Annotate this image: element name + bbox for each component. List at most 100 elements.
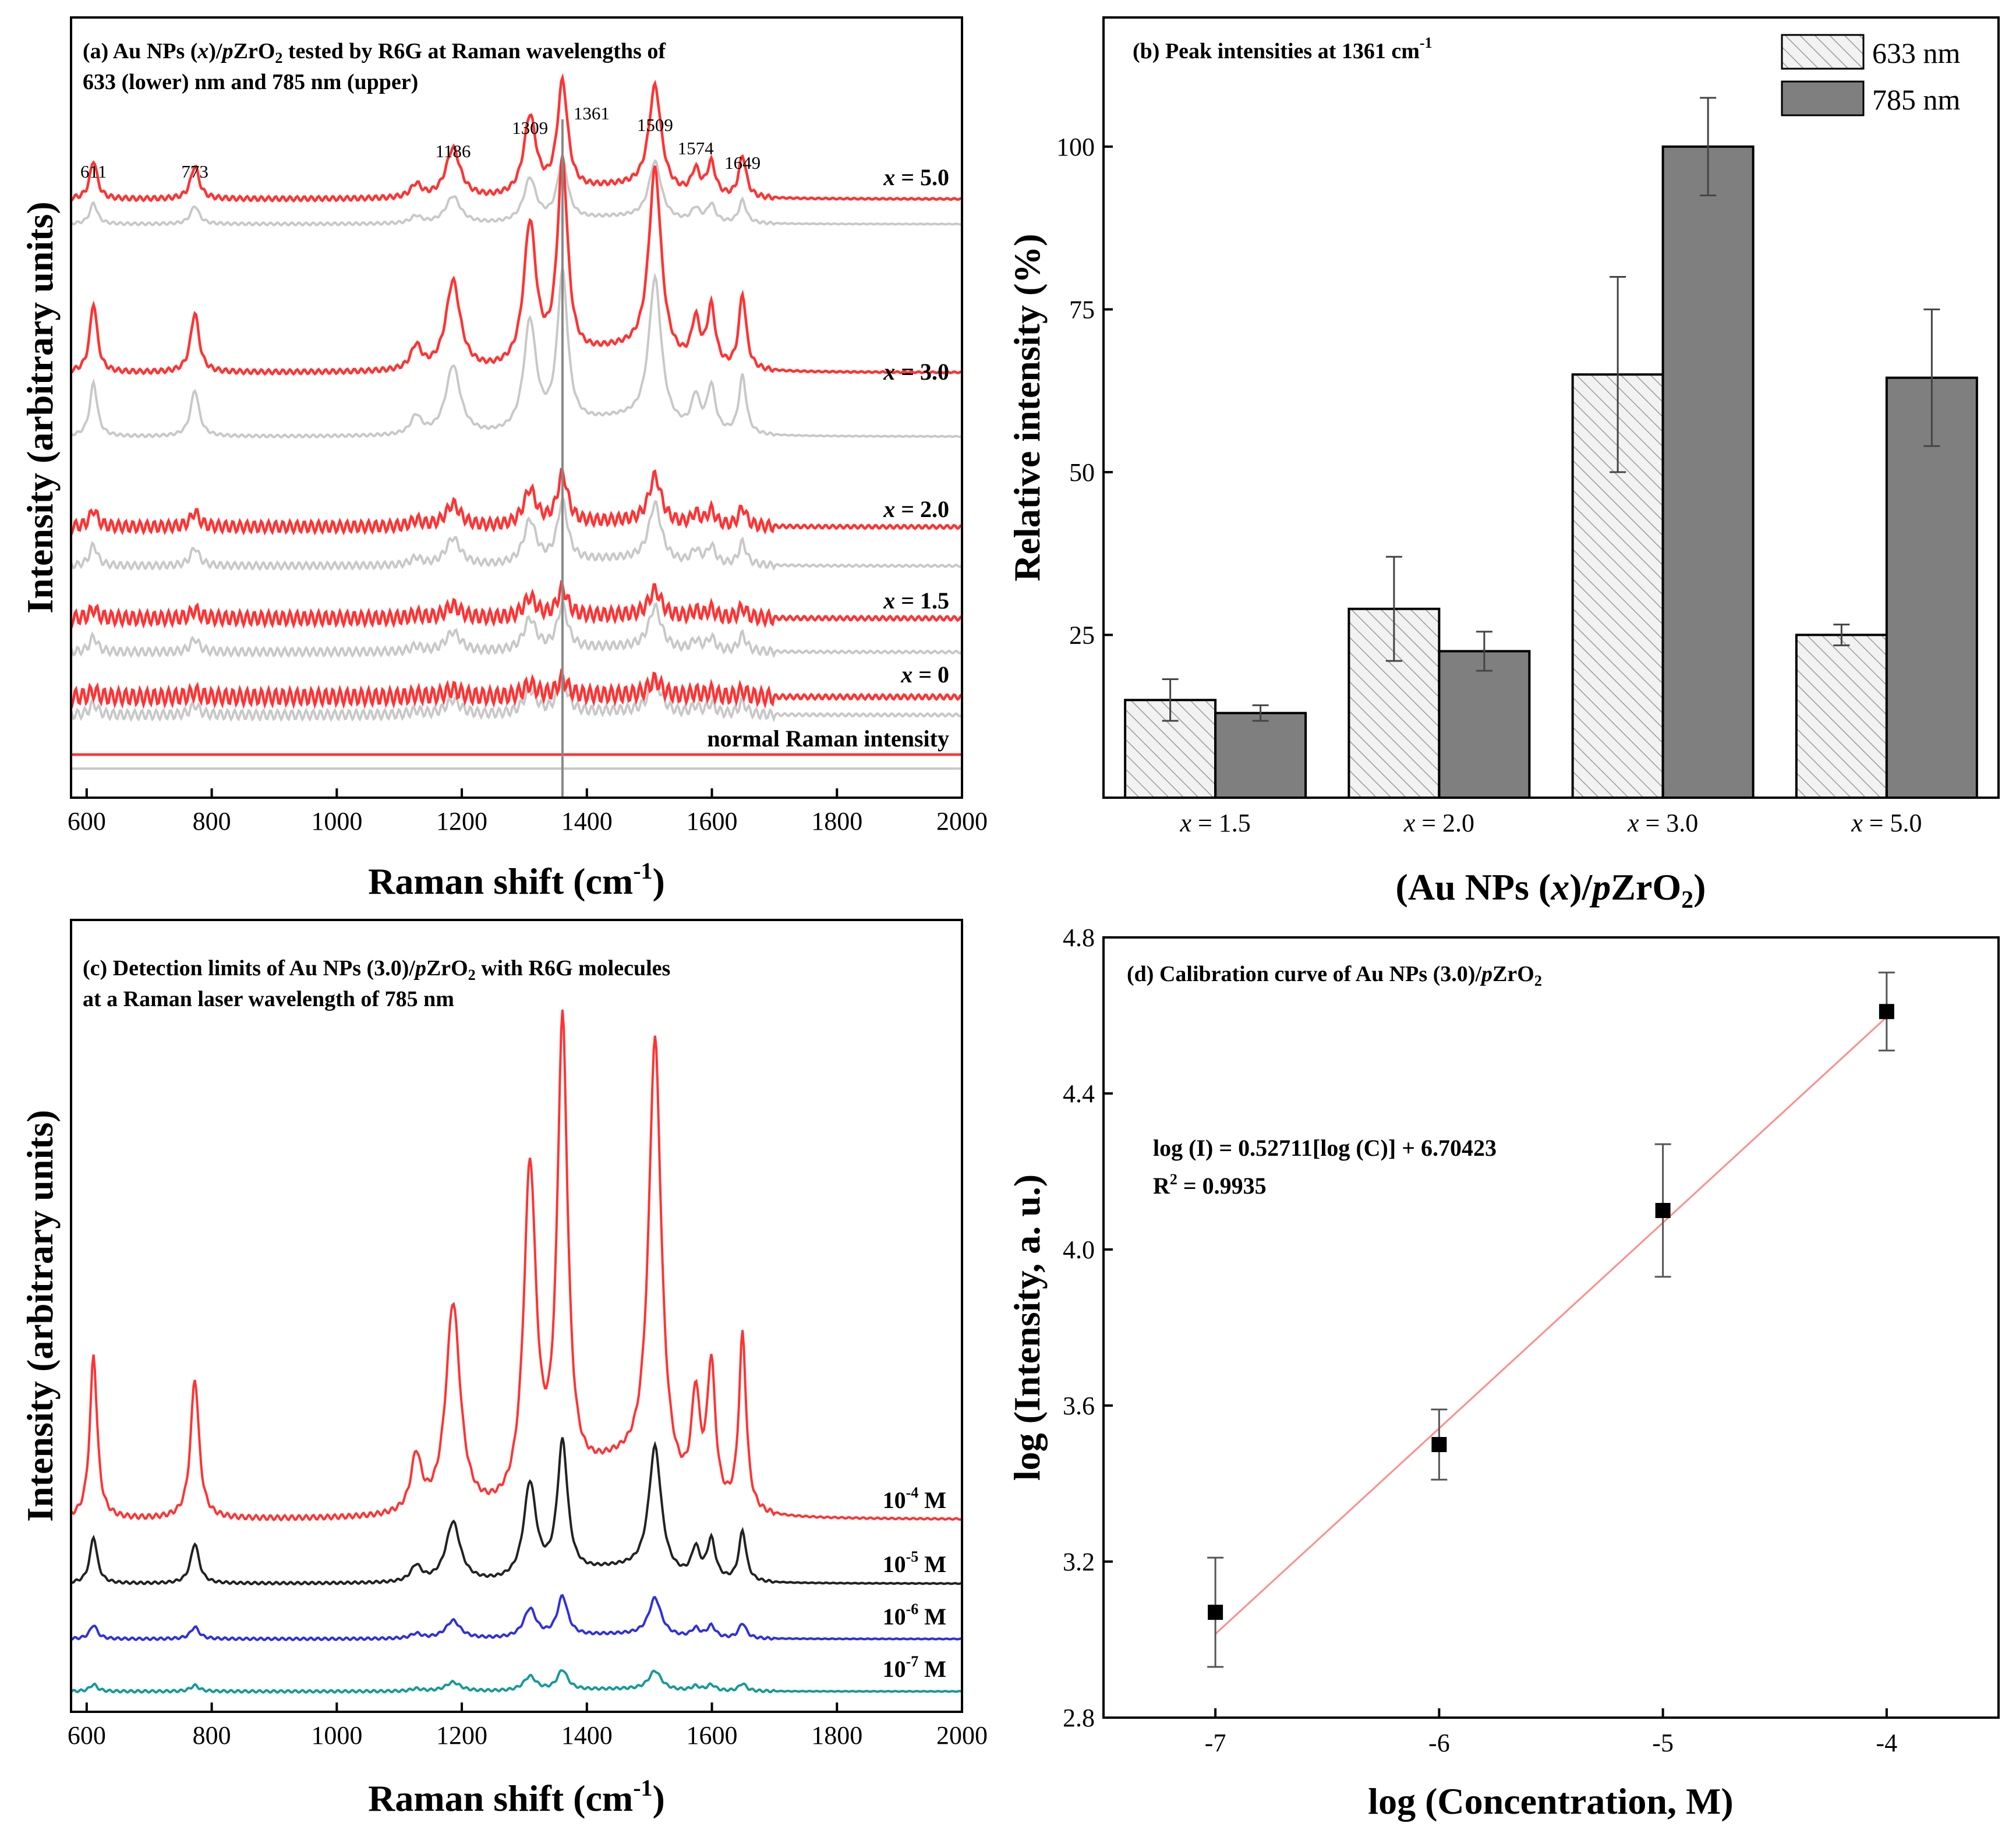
panel-a-785-curve-5: [69, 668, 963, 710]
panel-c: 600 800 1000 1200 1400 1600 1800 2000 (c) Detec…: [19, 919, 988, 1819]
panel-b-bar-785: [1661, 145, 1755, 799]
panel-c-x-tick-label: 1800: [811, 1721, 862, 1750]
panel-c-curve-4: [70, 1669, 962, 1694]
panel-b: 25 50 75 100 x = 1.5 x = 2.0 x = 3.0 x = 5.0 (…: [1006, 16, 2000, 914]
panel-a-peak-label: 1509: [637, 115, 673, 135]
panel-b-bar-633: [1571, 373, 1664, 799]
panel-a-peak-label: 1574: [678, 138, 715, 158]
panel-d-data-point: [1208, 1605, 1223, 1620]
panel-a-peak-label: 1649: [724, 153, 761, 173]
panel-c-curve-2: [70, 1437, 962, 1586]
panel-d-frame: [1102, 936, 2000, 1719]
panel-a-785-curve-3: [70, 468, 963, 536]
panel-b-bar-785: [1885, 376, 1978, 799]
panel-b-bar-633: [1795, 633, 1888, 799]
panel-a-peak-label: 1186: [436, 141, 471, 161]
panel-d-points: [1207, 971, 1895, 1668]
panel-d-x-tick-label: -6: [1428, 1729, 1450, 1757]
panel-b-y-ticks: 25 50 75 100: [1056, 133, 1113, 649]
panel-c-x-tick-label: 1000: [311, 1721, 362, 1750]
panel-a-series-label: x = 0: [900, 661, 949, 688]
panel-a-frame: [70, 16, 963, 799]
panel-a-title-line2: 633 (lower) nm and 785 nm (upper): [83, 70, 418, 94]
panel-d-data-point: [1655, 1203, 1671, 1218]
panel-b-x-tick-label: x = 3.0: [1627, 809, 1698, 837]
panel-b-y-tick-label: 100: [1056, 133, 1095, 161]
panel-d-y-tick-label: 2.8: [1063, 1704, 1095, 1732]
panel-a-785-curve-4: [69, 579, 963, 629]
panel-b-y-tick-label: 25: [1069, 621, 1095, 649]
panel-a-633-curve-3: [70, 494, 963, 571]
panel-d-r-squared: R2 = 0.9935: [1153, 1171, 1267, 1199]
panel-b-bars: [1124, 97, 1978, 799]
panel-c-x-axis-label: Raman shift (cm-1): [368, 1775, 665, 1819]
panel-d-x-tick-label: -4: [1876, 1729, 1898, 1757]
panel-c-x-tick-label: 2000: [936, 1721, 988, 1750]
panel-a-title: (a) Au NPs (x)/pZrO2 tested by R6G at Ra…: [83, 39, 666, 66]
panel-a: 600 800 1000 1200 1400 1600 1800 2000 (a) Au NP…: [19, 16, 988, 902]
panel-c-x-ticks: 600 800 1000 1200 1400 1600 1800 2000: [68, 1702, 988, 1750]
panel-a-x-axis-label: Raman shift (cm-1): [368, 858, 665, 902]
panel-b-x-tick-label: x = 5.0: [1851, 809, 1922, 837]
legend-swatch-633: [1781, 34, 1865, 70]
panel-c-y-axis-label: Intensity (arbitrary units): [19, 1110, 61, 1522]
panel-d-y-tick-label: 4.8: [1063, 923, 1095, 952]
panel-a-x-tick-label: 800: [193, 807, 231, 836]
panel-c-concentration-label: 10-6 M: [883, 1601, 946, 1630]
panel-c-curves: [70, 1010, 962, 1694]
panel-d-y-ticks: 2.8 3.2 3.6 4.0 4.4 4.8: [1063, 923, 1113, 1732]
legend-label-785: 785 nm: [1872, 83, 1961, 116]
panel-a-633-curve-5: [70, 674, 963, 723]
panel-c-x-tick-label: 800: [193, 1721, 231, 1750]
panel-a-x-tick-label: 1800: [811, 807, 862, 836]
legend-label-633: 633 nm: [1872, 37, 1961, 69]
panel-c-x-tick-label: 1200: [436, 1721, 487, 1750]
panel-a-633-curve-1: [70, 154, 962, 227]
panel-d: 2.8 3.2 3.6 4.0 4.4 4.8 -7 -6 -5 -4 (d) Calibrat…: [1006, 923, 2000, 1822]
panel-c-x-tick-label: 1400: [561, 1721, 613, 1750]
panel-c-x-tick-label: 600: [68, 1721, 106, 1750]
panel-d-data-point: [1879, 1004, 1894, 1020]
panel-a-peak-label: 773: [181, 161, 208, 182]
panel-d-y-tick-label: 3.6: [1063, 1392, 1095, 1420]
panel-a-x-tick-label: 1000: [311, 807, 362, 836]
panel-d-fit-line: [1215, 1016, 1887, 1635]
panel-d-x-tick-label: -5: [1652, 1729, 1674, 1757]
panel-d-equation: log (I) = 0.52711[log (C)] + 6.70423: [1153, 1135, 1497, 1161]
panel-d-y-tick-label: 4.0: [1063, 1236, 1095, 1264]
panel-b-title: (b) Peak intensities at 1361 cm-1: [1133, 34, 1433, 63]
panel-b-y-axis-label: Relative intensity (%): [1006, 233, 1048, 581]
panel-d-data-point: [1431, 1437, 1447, 1452]
panel-c-title-line2: at a Raman laser wavelength of 785 nm: [83, 987, 454, 1011]
panel-d-x-tick-label: -7: [1205, 1729, 1226, 1757]
panel-a-series-label: x = 5.0: [883, 164, 949, 190]
panel-c-concentration-label: 10-5 M: [883, 1548, 946, 1577]
panel-a-curves: [69, 73, 963, 770]
panel-b-y-tick-label: 75: [1069, 295, 1095, 324]
panel-a-785-curve-2: [70, 155, 962, 376]
panel-a-peak-label: 1309: [512, 118, 548, 138]
panel-a-633-curve-4: [70, 599, 963, 659]
panel-a-x-ticks: 600 800 1000 1200 1400 1600 1800 2000: [68, 788, 988, 836]
panel-c-curve-3: [70, 1594, 961, 1641]
panel-b-bar-785: [1438, 650, 1531, 799]
panel-a-peak-label: 1361: [574, 103, 610, 123]
panel-d-x-ticks: -7 -6 -5 -4: [1205, 1708, 1897, 1757]
panel-a-x-tick-label: 1600: [687, 807, 738, 836]
panel-a-series-label: x = 1.5: [883, 587, 949, 614]
panel-a-x-tick-label: 2000: [936, 807, 988, 836]
panel-d-x-axis-label: log (Concentration, M): [1368, 1781, 1733, 1822]
panel-d-y-tick-label: 4.4: [1063, 1079, 1095, 1108]
panel-a-series-label: normal Raman intensity: [707, 725, 949, 752]
panel-a-785-curve-1: [70, 73, 962, 203]
panel-c-x-tick-label: 1600: [687, 1721, 738, 1750]
panel-d-y-axis-label: log (Intensity, a. u.): [1006, 1174, 1048, 1481]
panel-c-frame: [70, 919, 963, 1713]
panel-c-series-labels: 10-4 M 10-5 M 10-6 M 10-7 M: [883, 1484, 946, 1682]
panel-b-x-ticks: x = 1.5 x = 2.0 x = 3.0 x = 5.0: [1179, 788, 1922, 837]
panel-a-series-label: x = 3.0: [883, 359, 949, 385]
panel-b-x-tick-label: x = 2.0: [1403, 809, 1474, 837]
panel-d-title: (d) Calibration curve of Au NPs (3.0)/pZ…: [1127, 962, 1542, 989]
panel-a-x-tick-label: 600: [68, 807, 106, 836]
